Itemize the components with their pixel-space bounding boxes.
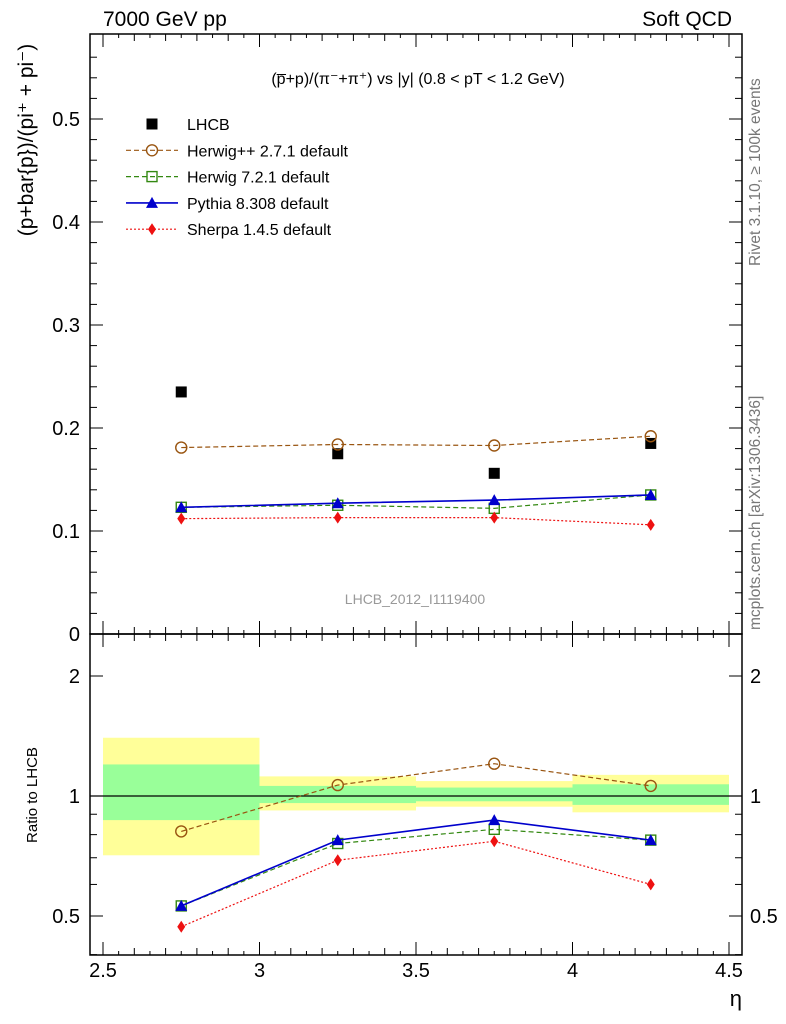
ratio-point-herwig-2-7-1-default: [175, 825, 188, 838]
legend-label-herwig-7-2-1-default: Herwig 7.2.1 default: [187, 170, 330, 187]
legend-marker-herwig-2-7-1-default: [145, 144, 159, 157]
main-point-pythia-8-308-default: [331, 497, 344, 509]
main-point-herwig-2-7-1-default: [331, 438, 344, 451]
ratio-point-sherpa-1-4-5-default: [333, 854, 342, 867]
main-point-lhcb: [488, 467, 500, 479]
main-point-sherpa-1-4-5-default: [490, 511, 499, 524]
main-line-sherpa-1-4-5-default: [181, 517, 651, 526]
ratio-bands: [90, 737, 742, 856]
y-tick-label: 0.1: [52, 521, 80, 543]
band-stat-3: [572, 784, 729, 805]
main-line-herwig-7-2-1-default: [181, 494, 651, 509]
ratio-point-sherpa-1-4-5-default: [177, 920, 186, 933]
ratio-y-tick-label-right: 0.5: [750, 906, 778, 928]
header-left: 7000 GeV pp: [103, 8, 227, 31]
ratio-y-tick-label-right: 1: [750, 786, 761, 808]
legend-marker-lhcb: [146, 118, 158, 130]
legend-marker-herwig-7-2-1-default: [146, 170, 158, 183]
ratio-y-tick-label-left: 0.5: [52, 906, 80, 928]
main-point-herwig-2-7-1-default: [488, 439, 501, 452]
main-point-sherpa-1-4-5-default: [177, 512, 186, 525]
x-tick-label: 3: [254, 960, 265, 982]
y-tick-label: 0.4: [52, 212, 80, 234]
band-stat-2: [416, 787, 573, 802]
x-axis-label: η: [730, 986, 742, 1011]
ratio-line-pythia-8-308-default: [180, 819, 651, 907]
legend-label-herwig-2-7-1-default: Herwig++ 2.7.1 default: [187, 143, 349, 160]
y-axis-label: (p+bar{p})/(pi⁺ + pi⁻): [15, 44, 38, 237]
ratio-point-pythia-8-308-default: [488, 814, 501, 826]
axis-ticks: [90, 34, 742, 956]
band-stat-1: [259, 785, 416, 804]
plot-text: 2.5 3 3.5 4 4.5 η 0 0.1 0.2 0.3 0.4 0.5 (p+bar{p})/(…: [15, 44, 778, 1011]
main-line-pythia-8-308-default: [181, 494, 651, 509]
x-tick-label: 4: [567, 960, 578, 982]
ratio-point-pythia-8-308-default: [644, 834, 657, 846]
ratio-point-pythia-8-308-default: [331, 834, 344, 846]
main-point-sherpa-1-4-5-default: [646, 518, 655, 531]
main-point-lhcb: [175, 386, 187, 398]
y-tick-label: 0: [69, 624, 80, 646]
main-point-lhcb: [332, 448, 344, 460]
main-point-herwig-2-7-1-default: [175, 441, 188, 454]
ratio-line-sherpa-1-4-5-default: [181, 840, 651, 928]
legend-marker-sherpa-1-4-5-default: [148, 223, 156, 236]
ratio-line-herwig-2-7-1-default: [181, 763, 651, 832]
data-series: [175, 386, 657, 933]
y-tick-label: 0.3: [52, 315, 80, 337]
header-right: Soft QCD: [642, 8, 732, 31]
x-tick-label: 3.5: [402, 960, 430, 982]
y-tick-label: 0.2: [52, 418, 80, 440]
ratio-point-herwig-2-7-1-default: [331, 778, 344, 792]
ratio-point-sherpa-1-4-5-default: [646, 878, 655, 891]
main-point-lhcb: [645, 437, 657, 449]
ratio-line-herwig-7-2-1-default: [181, 828, 651, 907]
ratio-y-tick-label-right: 2: [750, 666, 761, 688]
band-stat-0: [103, 764, 260, 821]
ratio-y-axis-label: Ratio to LHCB: [24, 747, 41, 843]
main-point-pythia-8-308-default: [488, 494, 501, 506]
watermark: LHCB_2012_I1119400: [345, 591, 486, 607]
legend-label-lhcb: LHCB: [187, 117, 230, 134]
ratio-y-tick-label-left: 1: [69, 786, 80, 808]
x-tick-label: 4.5: [715, 960, 743, 982]
legend-marker-pythia-8-308-default: [146, 196, 158, 208]
ratio-point-herwig-2-7-1-default: [488, 757, 501, 770]
main-line-herwig-2-7-1-default: [181, 435, 651, 449]
main-point-herwig-2-7-1-default: [644, 430, 657, 443]
ratio-y-tick-label-left: 2: [69, 666, 80, 688]
ratio-point-sherpa-1-4-5-default: [490, 835, 499, 848]
ratio-point-pythia-8-308-default: [175, 899, 188, 911]
x-tick-label: 2.5: [89, 960, 117, 982]
ratio-point-herwig-2-7-1-default: [644, 779, 657, 793]
legend-label-pythia-8-308-default: Pythia 8.308 default: [187, 196, 329, 213]
y-tick-label: 0.5: [52, 109, 80, 131]
legend-label-sherpa-1-4-5-default: Sherpa 1.4.5 default: [187, 222, 332, 239]
main-point-pythia-8-308-default: [175, 501, 188, 513]
main-point-pythia-8-308-default: [644, 488, 657, 500]
main-point-sherpa-1-4-5-default: [333, 511, 342, 524]
plot-title: (p̅+p)/(π⁻+π⁺) vs |y| (0.8 < pT < 1.2 Ge…: [271, 71, 564, 88]
